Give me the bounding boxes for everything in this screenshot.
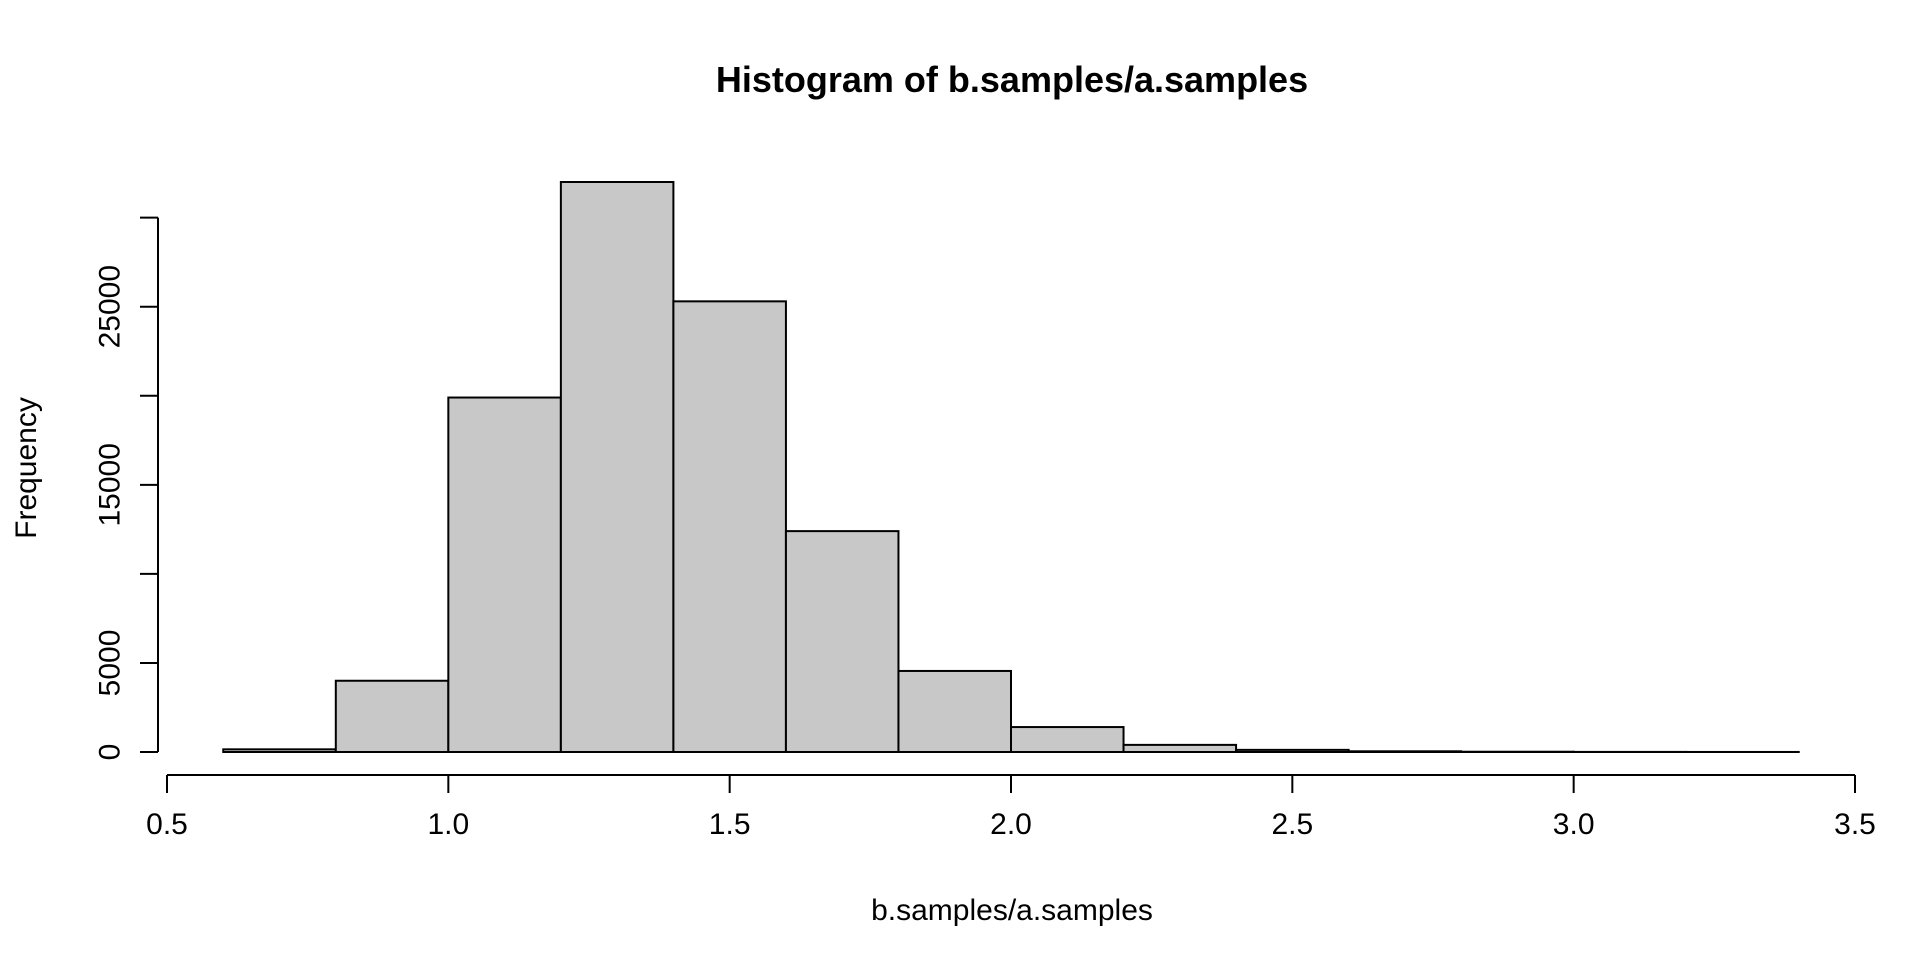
histogram-bar [784,530,900,753]
y-axis-label: Frequency [10,397,43,539]
histogram-bar [1347,750,1463,753]
x-tick-label: 3.0 [1553,808,1595,841]
x-tick-label: 1.0 [427,808,469,841]
histogram-bar [559,181,675,753]
histogram-bar [334,679,450,753]
histogram-bar [222,748,337,753]
x-axis: 0.5 1.0 1.5 2.0 2.5 3.0 3.5 [146,774,1876,841]
x-tick-label: 3.5 [1834,808,1876,841]
histogram-bar [1010,726,1125,753]
y-tick-label: 0 [94,744,127,761]
y-tick-label: 15000 [94,443,127,526]
x-tick-label: 1.5 [709,808,751,841]
x-axis-label: b.samples/a.samples [871,894,1153,927]
x-tick-label: 2.0 [990,808,1032,841]
histogram-bars [222,181,1800,754]
histogram-bar [1122,743,1238,753]
y-axis: 0 5000 15000 25000 [94,216,159,761]
chart-title: Histogram of b.samples/a.samples [716,59,1308,100]
y-tick-label: 5000 [94,630,127,697]
x-tick-label: 0.5 [146,808,188,841]
histogram-bar [447,396,562,753]
y-tick-label: 25000 [94,265,127,348]
histogram-bar [672,300,787,753]
histogram-bar [1235,748,1350,753]
histogram-bar [897,669,1013,753]
x-tick-label: 2.5 [1271,808,1313,841]
